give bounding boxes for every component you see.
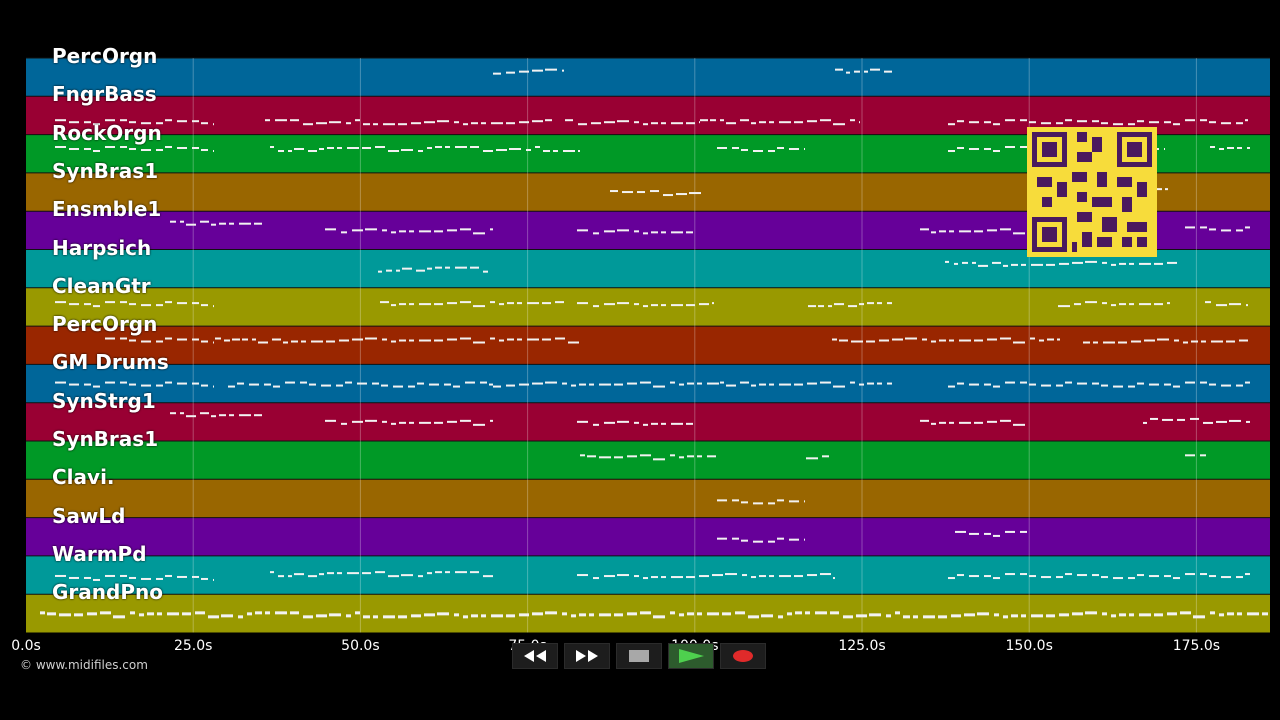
fast-forward-icon: [576, 650, 598, 662]
time-tick-label: 25.0s: [173, 638, 213, 654]
time-tick-label: 150.0s: [1005, 638, 1053, 654]
stop-icon: [629, 650, 649, 662]
track-lane: [26, 555, 1270, 595]
play-icon: [679, 649, 704, 663]
track-label: GM Drums: [52, 350, 169, 375]
track-label: RockOrgn: [52, 120, 162, 145]
time-tick-label: 50.0s: [341, 638, 380, 654]
track-label: Harpsich: [52, 235, 152, 260]
time-tick-label: 0.0s: [11, 638, 41, 654]
copyright-text: © www.midifiles.com: [20, 658, 148, 672]
fast-forward-button[interactable]: [564, 643, 610, 669]
track-lane: [26, 441, 1270, 480]
stop-button[interactable]: [616, 643, 662, 669]
track-lane: [26, 517, 1270, 556]
track-label: SynStrg1: [52, 388, 156, 413]
track-lane: [26, 326, 1270, 365]
record-icon: [733, 650, 753, 662]
track-label: FngrBass: [52, 82, 157, 107]
track-label: WarmPd: [52, 541, 147, 566]
track-label: SawLd: [52, 503, 126, 528]
track-label: PercOrgn: [52, 44, 158, 68]
transport-controls: [512, 643, 766, 669]
track-lane: [26, 58, 1270, 97]
record-button[interactable]: [720, 643, 766, 669]
rewind-button[interactable]: [512, 643, 558, 669]
track-lane: [26, 479, 1270, 518]
track-label: SynBras1: [52, 158, 159, 183]
track-label: CleanGtr: [52, 273, 151, 298]
qr-code: [1027, 127, 1157, 257]
rewind-icon: [524, 650, 546, 662]
play-button[interactable]: [668, 643, 714, 669]
track-label: Clavi.: [52, 465, 115, 490]
time-tick-label: 175.0s: [1172, 638, 1221, 654]
track-label: SynBras1: [52, 427, 159, 451]
track-lane: [26, 402, 1270, 441]
time-tick-label: 125.0s: [838, 638, 886, 654]
track-label: GrandPno: [52, 580, 163, 605]
track-label: Ensmble1: [52, 197, 162, 222]
track-label: PercOrgn: [52, 312, 158, 337]
